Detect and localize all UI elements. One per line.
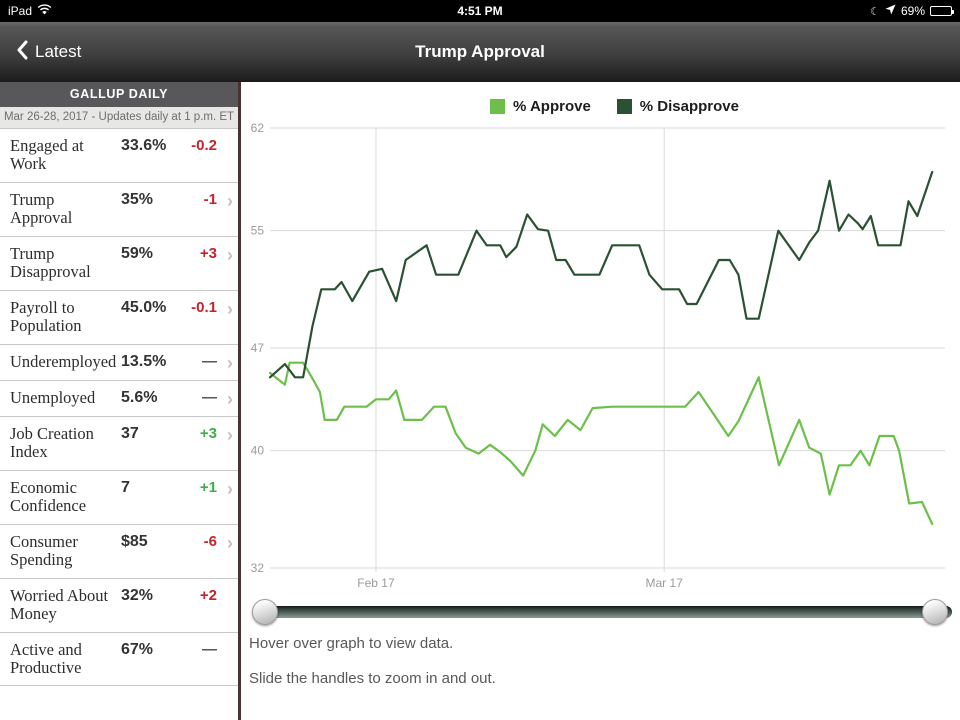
do-not-disturb-moon-icon: ☾	[870, 5, 880, 18]
metric-value: 37	[121, 424, 139, 442]
x-axis-label: Mar 17	[646, 576, 684, 590]
chevron-right-icon: ›	[227, 424, 233, 445]
legend-item-disapprove: % Disapprove	[616, 98, 739, 115]
metric-row[interactable]: Worried About Money 32% +2	[0, 578, 238, 633]
x-axis-label: Feb 17	[357, 576, 395, 590]
metric-label: Active and Productive	[10, 639, 82, 677]
metric-label: Engaged at Work	[10, 136, 84, 174]
legend-label-approve: % Approve	[513, 98, 591, 115]
status-bar: iPad 4:51 PM ☾ 69%	[0, 0, 960, 22]
approve-swatch	[490, 99, 505, 114]
nav-bar: Latest Trump Approval	[0, 22, 960, 82]
y-axis-label: 47	[251, 341, 265, 355]
chevron-right-icon: ›	[227, 244, 233, 265]
chevron-right-icon: ›	[227, 298, 233, 319]
zoom-slider-left-handle[interactable]	[252, 599, 278, 625]
metric-change: -0.1	[191, 298, 217, 316]
chart-legend: % Approve % Disapprove	[241, 82, 960, 119]
metric-change: —	[202, 352, 217, 370]
page-title: Trump Approval	[415, 42, 545, 61]
battery-percent: 69%	[900, 4, 925, 18]
metric-row[interactable]: Consumer Spending $85 -6 ›	[0, 524, 238, 579]
metric-label: Payroll to Population	[10, 297, 82, 336]
battery-icon	[930, 6, 954, 16]
chevron-left-icon	[16, 40, 28, 65]
metric-value: 59%	[121, 244, 154, 262]
wifi-icon	[37, 4, 52, 18]
metric-value: 5.6%	[121, 388, 158, 406]
metric-change: —	[202, 388, 217, 406]
metric-row[interactable]: Unemployed 5.6% — ›	[0, 380, 238, 417]
metric-value: 33.6%	[121, 137, 167, 154]
metric-label: Underemployed	[10, 351, 117, 371]
approve-line	[268, 361, 934, 526]
disapprove-swatch	[616, 99, 632, 114]
metric-label: Unemployed	[10, 387, 96, 407]
metric-label: Economic Confidence	[10, 477, 87, 516]
chevron-right-icon: ›	[227, 190, 233, 211]
metric-change: -1	[203, 190, 217, 208]
metric-row[interactable]: Job Creation Index 37 +3 ›	[0, 416, 238, 471]
sidebar-update-note: Mar 26-28, 2017 - Updates daily at 1 p.m…	[0, 107, 238, 129]
y-axis-label: 55	[251, 224, 265, 238]
zoom-slider	[241, 597, 960, 627]
y-axis-label: 62	[251, 121, 265, 135]
metric-row[interactable]: Trump Disapproval 59% +3 ›	[0, 236, 238, 291]
metric-row[interactable]: Underemployed 13.5% — ›	[0, 344, 238, 381]
metric-change: +3	[199, 244, 217, 262]
slider-hint: Slide the handles to zoom in and out.	[249, 670, 496, 687]
metric-value: 45.0%	[121, 298, 167, 316]
y-axis-label: 32	[251, 561, 265, 575]
back-button[interactable]: Latest	[0, 40, 97, 65]
metric-row[interactable]: Trump Approval 35% -1 ›	[0, 182, 238, 237]
metric-row[interactable]: Economic Confidence 7 +1 ›	[0, 470, 238, 525]
metric-value: $85	[121, 532, 148, 550]
metric-label: Consumer Spending	[10, 531, 78, 570]
hover-hint: Hover over graph to view data.	[249, 635, 454, 652]
metric-label: Job Creation Index	[10, 423, 94, 462]
metric-change: +2	[199, 586, 217, 604]
metric-change: -6	[203, 532, 217, 550]
metric-row[interactable]: Active and Productive 67% —	[0, 632, 238, 687]
metric-row[interactable]: Engaged at Work 33.6% -0.2	[0, 129, 238, 183]
metric-change: +3	[199, 424, 217, 442]
metric-value: 32%	[121, 586, 154, 604]
metric-value: 7	[121, 478, 130, 496]
location-arrow-icon	[885, 4, 896, 18]
clock: 4:51 PM	[457, 4, 503, 18]
metric-value: 67%	[121, 640, 154, 658]
legend-item-approve: % Approve	[490, 98, 591, 115]
approval-line-chart[interactable]: 62 55 47 40 32 Feb 17 Mar 17	[241, 119, 960, 591]
metric-row[interactable]: Payroll to Population 45.0% -0.1 ›	[0, 290, 238, 345]
zoom-slider-track[interactable]	[255, 606, 952, 618]
device-label: iPad	[8, 4, 33, 18]
y-axis-label: 40	[251, 444, 265, 458]
disapprove-line	[268, 170, 934, 379]
chevron-right-icon: ›	[227, 532, 233, 553]
sidebar-header: GALLUP DAILY	[0, 82, 238, 107]
metric-label: Trump Approval	[10, 189, 73, 228]
back-label: Latest	[35, 42, 82, 61]
chart-panel: % Approve % Disapprove 62 55 47 40 32 Feb 17 M…	[241, 82, 960, 720]
chevron-right-icon: ›	[227, 388, 233, 409]
metric-change: —	[202, 640, 217, 658]
metric-change: -0.2	[191, 137, 217, 154]
metric-change: +1	[199, 478, 217, 496]
chevron-right-icon: ›	[227, 352, 233, 373]
metric-list: Engaged at Work 33.6% -0.2 Trump Approval 35…	[0, 129, 238, 687]
metric-value: 13.5%	[121, 352, 167, 370]
gallup-daily-sidebar: GALLUP DAILY Mar 26-28, 2017 - Updates d…	[0, 82, 241, 720]
chevron-right-icon: ›	[227, 478, 233, 499]
metric-label: Trump Disapproval	[10, 243, 91, 282]
metric-value: 35%	[121, 190, 154, 208]
legend-label-disapprove: % Disapprove	[639, 98, 739, 115]
metric-label: Worried About Money	[10, 585, 109, 624]
zoom-slider-right-handle[interactable]	[922, 599, 948, 625]
